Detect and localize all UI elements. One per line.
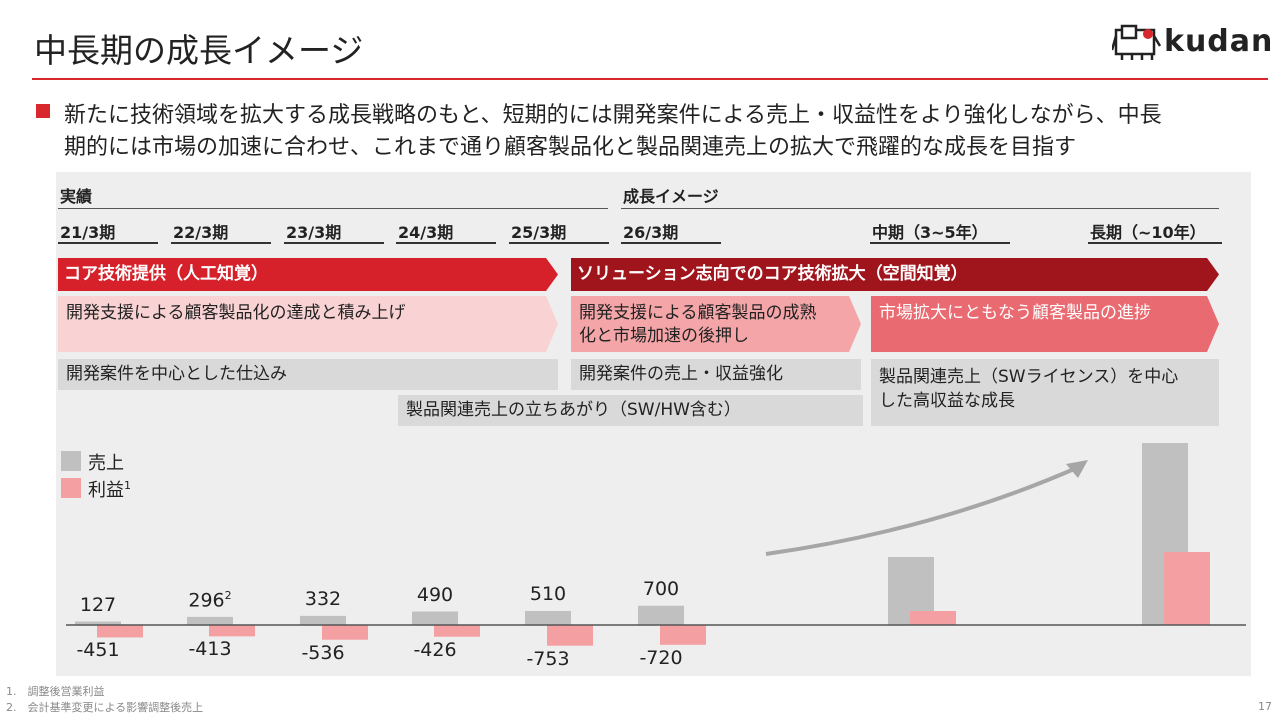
grey-box-text: 製品関連売上の立ちあがり（SW/HW含む） [406, 400, 741, 420]
profit-bar [97, 625, 143, 638]
profit-value-label: -426 [413, 638, 457, 661]
profit-bar [660, 625, 706, 645]
grey-box-text: 開発案件の売上・収益強化 [579, 364, 783, 384]
growth-section-label: 成長イメージ [623, 187, 719, 206]
actual-section-label: 実績 [60, 187, 93, 206]
profit-value-label: -753 [526, 647, 570, 670]
footnotes: 1. 調整後営業利益 2. 会計基準変更による影響調整後売上 [6, 684, 203, 716]
pink-box-text: 開発支援による顧客製品化の達成と積み上げ [66, 303, 406, 323]
period-label: 中期（3~5年） [872, 223, 988, 242]
period-underline [171, 242, 271, 244]
period-label: 22/3期 [173, 223, 229, 242]
period-label: 24/3期 [398, 223, 454, 242]
kudan-logo [1110, 16, 1272, 62]
sales-bar [300, 615, 346, 625]
growth-section-rule [621, 208, 1219, 209]
legend-swatch-sales [61, 451, 81, 471]
period-underline [396, 242, 496, 244]
footnote-2: 2. 会計基準変更による影響調整後売上 [6, 701, 204, 714]
sales-value-label: 332 [304, 587, 342, 610]
chevron-strip [58, 359, 558, 390]
period-underline [1088, 242, 1222, 244]
legend-label-sales: 売上 [88, 453, 124, 474]
pink-box-text: 市場拡大にともなう顧客製品の進捗 [879, 303, 1151, 323]
period-label: 26/3期 [623, 223, 679, 242]
grey-box-product-sales-launch: 製品関連売上の立ちあがり（SW/HW含む） [398, 395, 863, 426]
bullet-text-line-2: 期的には市場の加速に合わせ、これまで通り顧客製品化と製品関連売上の拡大で飛躍的な… [64, 135, 1077, 160]
sales-value-label: 510 [529, 582, 567, 605]
legend-swatch-profit [61, 478, 81, 498]
elephant-logo-icon [1110, 24, 1162, 60]
profit-bar [322, 625, 368, 640]
profit-bar [1164, 552, 1210, 625]
page-number: 17 [1258, 700, 1272, 713]
sales-bar [75, 621, 121, 625]
period-label: 21/3期 [60, 223, 116, 242]
period-label: 23/3期 [286, 223, 342, 242]
profit-bar [547, 625, 593, 646]
sales-bar [638, 605, 684, 625]
period-underline [621, 242, 721, 244]
grey-box-text-line-1: 製品関連売上（SWライセンス）を中心 [879, 367, 1179, 387]
pink-box-market-expansion: 市場拡大にともなう顧客製品の進捗 [871, 296, 1219, 352]
profit-bar [209, 625, 255, 637]
bullet-text-line-1: 新たに技術領域を拡大する成長戦略のもと、短期的には開発案件による売上・収益性をよ… [64, 103, 1162, 128]
period-underline [870, 242, 1010, 244]
profit-bar [434, 625, 480, 637]
core-tech-band: コア技術提供（人工知覚） [58, 258, 558, 291]
footnote-ref: 2 [224, 588, 232, 602]
grey-box-preparation: 開発案件を中心とした仕込み [58, 359, 558, 390]
legend-profit-text: 利益 [88, 480, 124, 501]
growth-arrow-head [1066, 460, 1088, 478]
grey-box-revenue-strengthening: 開発案件の売上・収益強化 [571, 359, 861, 390]
page-title: 中長期の成長イメージ [34, 31, 364, 70]
period-label: 長期（~10年） [1090, 223, 1206, 242]
pink-box-maturity: 開発支援による顧客製品の成熟 化と市場加速の後押し [571, 296, 861, 352]
period-underline [509, 242, 609, 244]
growth-arrow-curve [765, 464, 1082, 556]
period-label: 25/3期 [511, 223, 567, 242]
profit-value-label: -451 [76, 639, 120, 662]
footnote-ref: 1 [124, 479, 131, 492]
chevron-shape [871, 359, 1219, 426]
sales-value-label: 127 [79, 593, 117, 616]
profit-bar [910, 611, 956, 625]
title-divider [32, 78, 1268, 80]
grey-box-text: 開発案件を中心とした仕込み [66, 364, 287, 384]
sales-bar [525, 610, 571, 625]
grey-box-high-profit-growth: 製品関連売上（SWライセンス）を中心 した高収益な成長 [871, 359, 1219, 426]
sales-value-label: 490 [416, 583, 454, 606]
profit-value-label: -720 [639, 646, 683, 669]
pink-box-text-line-2: 化と市場加速の後押し [579, 326, 749, 346]
footnote-1: 1. 調整後営業利益 [6, 685, 105, 698]
profit-value-label: -536 [301, 641, 345, 664]
sales-value-label: 2962 [188, 588, 232, 612]
actual-section-rule [58, 208, 608, 209]
pink-box-customer-productization: 開発支援による顧客製品化の達成と積み上げ [58, 296, 558, 352]
chart-bars [75, 443, 1210, 646]
legend-label-profit: 利益1 [88, 476, 131, 502]
chevron-strip [571, 359, 861, 390]
chevron-strip [398, 395, 863, 426]
logo-text: kudan [1164, 24, 1274, 59]
pink-box-text-line-1: 開発支援による顧客製品の成熟 [579, 303, 817, 323]
sales-bar [412, 611, 458, 625]
sales-value-label: 700 [642, 577, 680, 600]
grey-box-text-line-2: した高収益な成長 [879, 391, 1015, 411]
growth-bar-chart [66, 443, 1246, 646]
period-underline [58, 242, 158, 244]
period-underline [284, 242, 384, 244]
solution-band: ソリューション志向でのコア技術拡大（空間知覚） [571, 258, 1219, 291]
profit-value-label: -413 [188, 638, 232, 661]
bullet-square [36, 104, 50, 118]
sales-bar [187, 616, 233, 625]
